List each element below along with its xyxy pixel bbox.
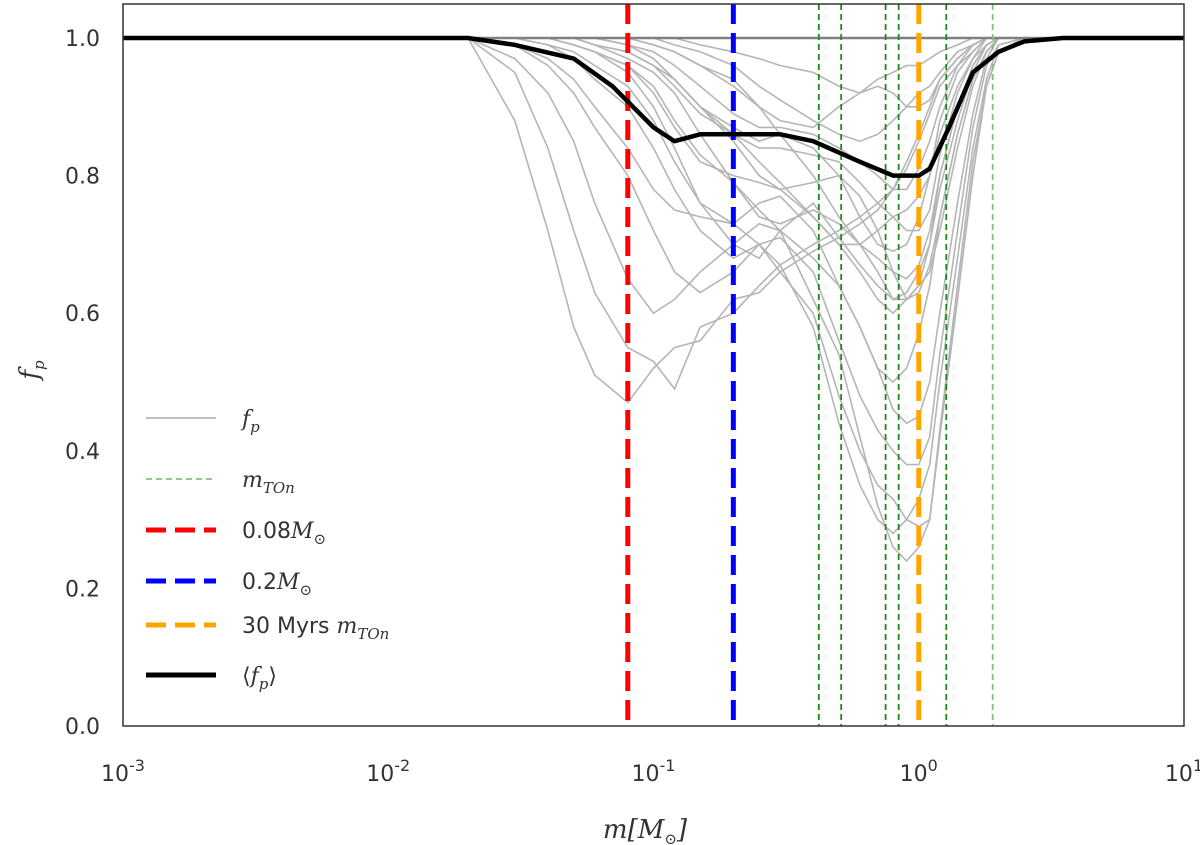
fp-curve-8 (123, 37, 1184, 315)
legend-label-mean: ⟨fp⟩ (242, 664, 277, 693)
fp-curve-5 (123, 37, 1184, 528)
y-tick-label-5: 0.8 (65, 165, 100, 190)
legend-label-mton: mTOn (242, 468, 295, 497)
fp-curve-11 (123, 37, 1184, 246)
legend-label-blue: 0.2M⊙ (242, 570, 312, 599)
y-tick-label-6: 1.0 (65, 27, 100, 52)
fp-curve-19 (123, 37, 1184, 384)
fp-curve-17 (123, 37, 1184, 301)
fp-curve-10 (123, 37, 1184, 280)
plot-frame (122, 3, 1185, 727)
x-tick-label-4: 100 (900, 756, 938, 787)
mean-fp-line (123, 35, 1184, 178)
fp-curve-6 (123, 37, 1184, 466)
legend-label-orange: 30 Myrs mTOn (242, 614, 389, 643)
mean-fp-curve (123, 35, 1184, 178)
x-tick-label-5: 101 (1165, 756, 1200, 787)
fp-curve-13 (123, 37, 1184, 191)
legend-label-fp: fp (240, 407, 260, 436)
x-axis-label: m[M⊙] (603, 815, 688, 845)
y-axis-label: fp (15, 360, 48, 382)
x-tick-labels: 10-3 10-2 10-1 100 101 (101, 756, 1200, 787)
y-tick-label-1: 0.0 (65, 715, 100, 740)
fp-curve-9 (123, 37, 1184, 301)
y-tick-label-4: 0.6 (65, 302, 100, 327)
fp-curve-4 (123, 37, 1184, 535)
fp-curve-2 (123, 37, 1184, 391)
y-tick-labels: 0.0 0.2 0.4 0.6 0.8 1.0 (65, 27, 100, 740)
y-tick-label-2: 0.2 (65, 577, 100, 602)
fp-curve-18 (123, 37, 1184, 301)
fp-curve-12 (123, 37, 1184, 253)
y-tick-label-3: 0.4 (65, 440, 100, 465)
x-tick-label-1: 10-3 (101, 756, 145, 787)
fp-curve-20 (123, 37, 1184, 232)
legend: fp mTOn 0.08M⊙ 0.2M⊙ 30 Myrs mTOn ⟨fp⟩ (146, 407, 389, 693)
vertical-mass-lines (625, 4, 994, 726)
x-tick-label-2: 10-2 (366, 756, 410, 787)
legend-label-red: 0.08M⊙ (242, 519, 326, 548)
x-tick-label-3: 10-1 (632, 756, 676, 787)
